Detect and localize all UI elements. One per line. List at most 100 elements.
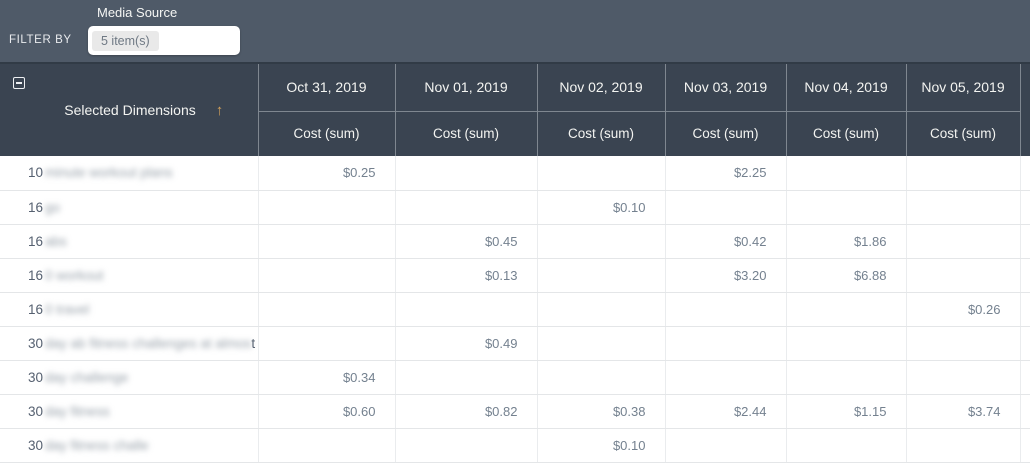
label-redacted-text: day fitness	[45, 403, 110, 419]
cost-value-cell[interactable]: $1.86	[785, 224, 906, 259]
table-row: 30 day fitness challe $0.10	[0, 428, 1030, 463]
cost-value-cell[interactable]	[394, 428, 537, 463]
cost-value-cell[interactable]: $0.45	[394, 224, 537, 259]
label-visible-prefix: 16	[28, 233, 44, 249]
table-row: 16 0 travel $0.26	[0, 292, 1030, 327]
cost-value-cell[interactable]: $0.49	[394, 326, 537, 361]
media-source-filter-input[interactable]: 5 item(s)	[88, 26, 240, 55]
cost-value-cell[interactable]	[664, 360, 786, 395]
next-column-sliver-cell	[1019, 360, 1030, 395]
collapse-icon[interactable]	[13, 77, 25, 89]
dimension-label-cell[interactable]: 16 abs	[0, 224, 258, 259]
cost-value-cell[interactable]	[905, 190, 1020, 225]
date-column-header[interactable]: Nov 03, 2019	[664, 62, 786, 111]
metric-column-header[interactable]: Cost (sum)	[257, 110, 395, 156]
cost-value-cell[interactable]: $3.74	[905, 394, 1020, 429]
cost-value-cell[interactable]	[394, 190, 537, 225]
cost-value-cell[interactable]	[536, 360, 665, 395]
metric-column-header[interactable]: Cost (sum)	[664, 110, 786, 156]
dimension-label-cell[interactable]: 30 day fitness challe	[0, 428, 258, 463]
metric-column-header[interactable]: Cost (sum)	[905, 110, 1020, 156]
date-column-header[interactable]: Nov 01, 2019	[394, 62, 537, 111]
label-redacted-text: day ab fitness challenges at almos	[45, 335, 252, 351]
next-column-sliver-cell	[1019, 190, 1030, 225]
cost-value-cell[interactable]	[905, 258, 1020, 293]
cost-value-cell[interactable]: $2.25	[664, 156, 786, 191]
cost-value-cell[interactable]	[785, 428, 906, 463]
next-column-sliver-cell	[1019, 394, 1030, 429]
cost-value-cell[interactable]	[536, 326, 665, 361]
filter-selection-pill[interactable]: 5 item(s)	[92, 30, 159, 51]
cost-value-cell[interactable]	[536, 258, 665, 293]
cost-value-cell[interactable]: $3.20	[664, 258, 786, 293]
cost-value-cell[interactable]: $0.13	[394, 258, 537, 293]
cost-value-cell[interactable]	[257, 428, 395, 463]
cost-value-cell[interactable]	[257, 258, 395, 293]
cost-value-cell[interactable]	[785, 292, 906, 327]
next-column-sliver-cell	[1019, 224, 1030, 259]
cost-value-cell[interactable]: $1.15	[785, 394, 906, 429]
table-row: 16 abs $0.45 $0.42 $1.86	[0, 224, 1030, 259]
date-column-header[interactable]: Oct 31, 2019	[257, 62, 395, 111]
cost-value-cell[interactable]: $0.10	[536, 428, 665, 463]
cost-value-cell[interactable]	[536, 224, 665, 259]
dimension-label-cell[interactable]: 16 0 workout	[0, 258, 258, 293]
cost-value-cell[interactable]: $0.82	[394, 394, 537, 429]
cost-value-cell[interactable]: $0.10	[536, 190, 665, 225]
cost-value-cell[interactable]	[785, 360, 906, 395]
label-visible-prefix: 30	[28, 369, 44, 385]
metric-column-header[interactable]: Cost (sum)	[394, 110, 537, 156]
cost-value-cell[interactable]: $6.88	[785, 258, 906, 293]
cost-value-cell[interactable]	[905, 326, 1020, 361]
label-visible-prefix: 30	[28, 403, 44, 419]
label-visible-prefix: 16	[28, 199, 44, 215]
metric-column-header[interactable]: Cost (sum)	[785, 110, 906, 156]
cost-value-cell[interactable]	[394, 156, 537, 191]
date-column-header[interactable]: Nov 02, 2019	[536, 62, 665, 111]
date-column-header[interactable]: Nov 04, 2019	[785, 62, 906, 111]
cost-value-cell[interactable]	[664, 326, 786, 361]
cost-value-cell[interactable]	[257, 190, 395, 225]
cost-value-cell[interactable]: $2.44	[664, 394, 786, 429]
table-row: 30 day ab fitness challenges at almost $0.…	[0, 326, 1030, 361]
cost-value-cell[interactable]	[905, 428, 1020, 463]
cost-value-cell[interactable]	[257, 292, 395, 327]
sort-ascending-icon[interactable]: ↑	[215, 101, 224, 119]
dimension-label-cell[interactable]: 30 day challenge	[0, 360, 258, 395]
cost-value-cell[interactable]	[905, 224, 1020, 259]
dimension-label-cell[interactable]: 16 0 travel	[0, 292, 258, 327]
cost-value-cell[interactable]	[905, 156, 1020, 191]
cost-value-cell[interactable]	[905, 360, 1020, 395]
label-visible-prefix: 10	[28, 165, 44, 181]
filter-by-label: FILTER BY	[9, 34, 72, 46]
label-visible-suffix: t	[251, 335, 256, 351]
dimension-label-cell[interactable]: 10 minute workout plans	[0, 156, 258, 191]
dimension-label-cell[interactable]: 16 go	[0, 190, 258, 225]
cost-value-cell[interactable]	[785, 326, 906, 361]
next-column-sliver-cell	[1019, 326, 1030, 361]
cost-value-cell[interactable]	[664, 292, 786, 327]
cost-value-cell[interactable]	[536, 156, 665, 191]
cost-value-cell[interactable]	[394, 292, 537, 327]
cost-value-cell[interactable]	[785, 190, 906, 225]
cost-value-cell[interactable]: $0.38	[536, 394, 665, 429]
cost-value-cell[interactable]: $0.60	[257, 394, 395, 429]
cost-value-cell[interactable]	[664, 190, 786, 225]
cost-value-cell[interactable]	[394, 360, 537, 395]
cost-value-cell[interactable]	[664, 428, 786, 463]
cost-value-cell[interactable]	[257, 224, 395, 259]
cost-value-cell[interactable]: $0.34	[257, 360, 395, 395]
cost-value-cell[interactable]	[536, 292, 665, 327]
cost-value-cell[interactable]: $0.26	[905, 292, 1020, 327]
metric-column-header[interactable]: Cost (sum)	[536, 110, 665, 156]
dimension-label-cell[interactable]: 30 day fitness	[0, 394, 258, 429]
date-column-header[interactable]: Nov 05, 2019	[905, 62, 1020, 111]
cost-value-cell[interactable]	[785, 156, 906, 191]
dimensions-header-label[interactable]: Selected Dimensions	[64, 102, 196, 118]
next-column-sliver-cell	[1019, 258, 1030, 293]
dimension-label-cell[interactable]: 30 day ab fitness challenges at almost	[0, 326, 258, 361]
cost-value-cell[interactable]: $0.25	[257, 156, 395, 191]
cost-value-cell[interactable]	[257, 326, 395, 361]
dimensions-header-cell: Selected Dimensions ↑	[0, 62, 258, 156]
cost-value-cell[interactable]: $0.42	[664, 224, 786, 259]
